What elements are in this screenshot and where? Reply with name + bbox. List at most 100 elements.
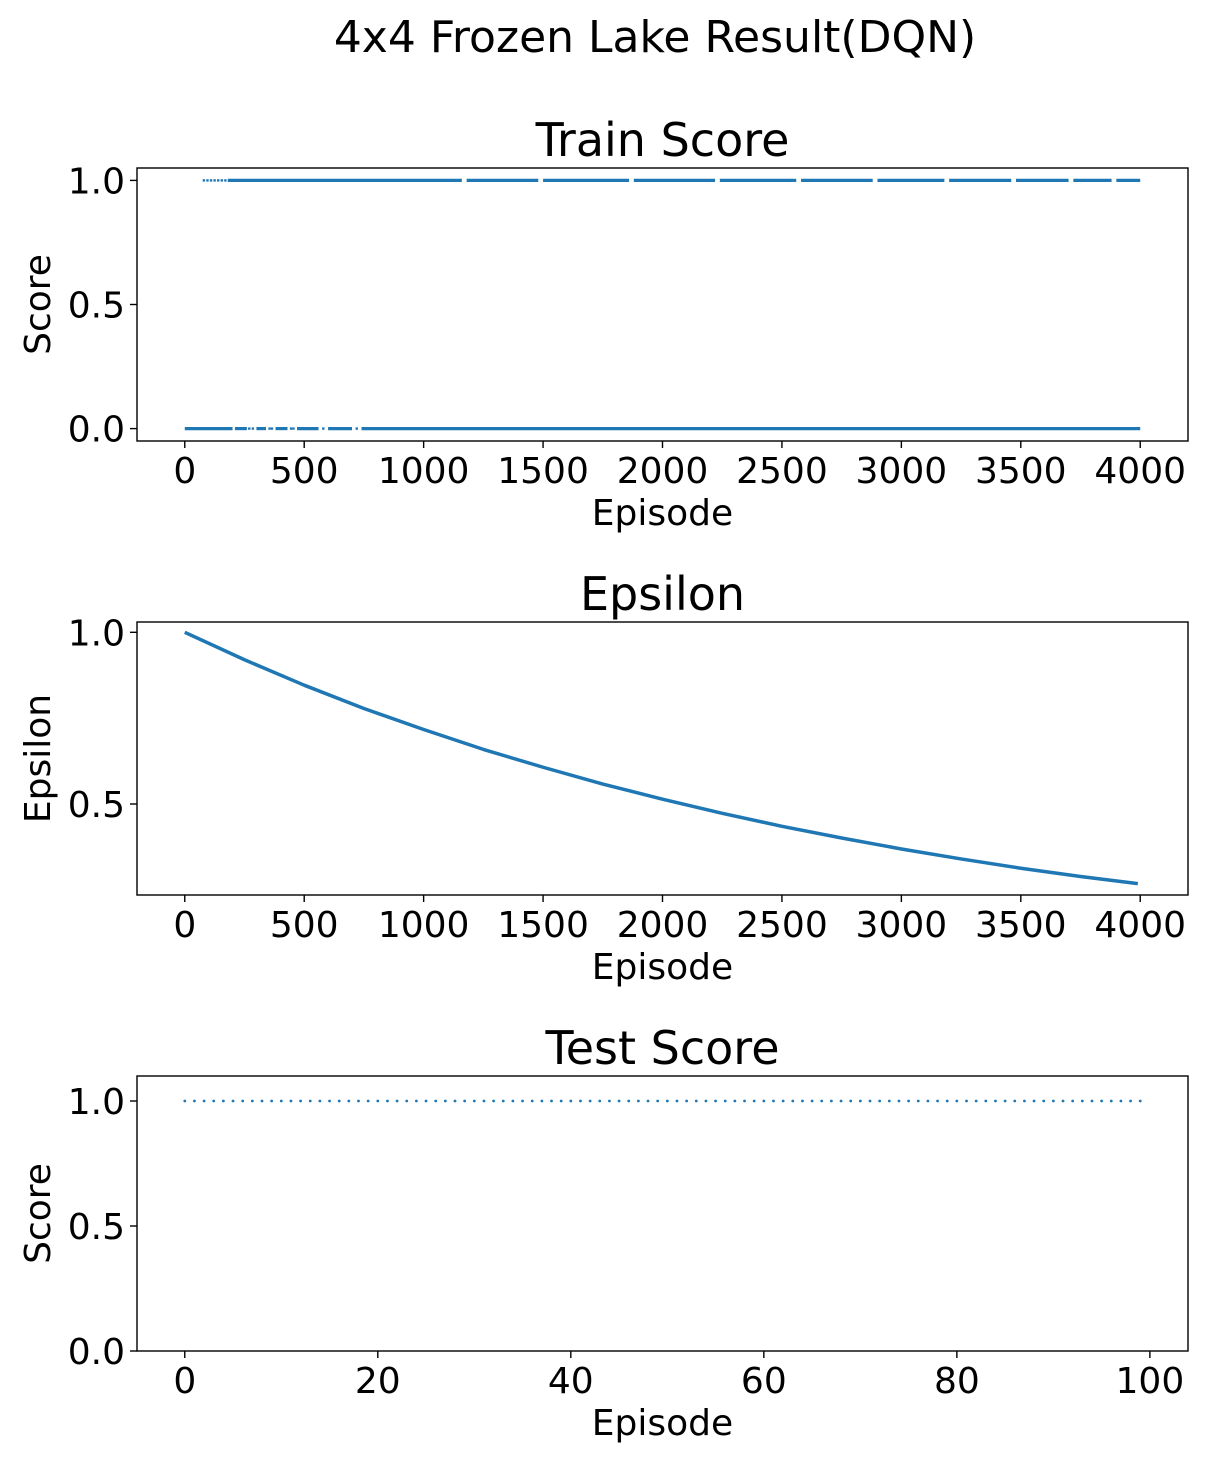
score-point: [224, 179, 227, 182]
test-score-point: [1042, 1099, 1046, 1103]
test-score-point: [530, 1099, 534, 1103]
epsilon-line: [184, 630, 1139, 886]
x-tick-label: 3500: [975, 451, 1067, 492]
test-score-point: [1032, 1099, 1036, 1103]
y-axis-label: Score: [18, 1163, 59, 1264]
test-score-point: [665, 1099, 669, 1103]
test-score-point: [579, 1099, 582, 1103]
test-score-point: [260, 1099, 264, 1103]
test-score-point: [221, 1099, 225, 1103]
test-score-point: [887, 1099, 891, 1103]
test-score-point: [608, 1099, 611, 1103]
test-score-point: [636, 1099, 640, 1103]
test-score-point: [1051, 1099, 1055, 1103]
score-point: [213, 179, 216, 182]
test-score-point: [366, 1099, 370, 1103]
test-score-point: [1100, 1099, 1104, 1103]
test-score-point: [463, 1099, 467, 1103]
test-score-point: [598, 1099, 602, 1103]
x-tick-label: 3000: [856, 905, 948, 946]
test-score-point: [588, 1099, 592, 1103]
score-point: [217, 179, 220, 182]
x-tick-label: 60: [741, 1361, 787, 1402]
score-point: [322, 427, 325, 430]
test-score-point: [1119, 1099, 1123, 1103]
test-score-point: [405, 1099, 409, 1103]
test-score-point: [231, 1099, 235, 1103]
test-score-point: [801, 1099, 804, 1103]
test-score-point: [1138, 1099, 1142, 1103]
test-score-point: [791, 1099, 795, 1103]
y-tick-label: 0.5: [68, 1207, 125, 1248]
x-tick-label: 3000: [856, 451, 948, 492]
test-score-point: [453, 1099, 457, 1103]
score-point: [289, 427, 293, 430]
x-tick-label: 1500: [497, 451, 589, 492]
chart-panel-1: Train Score 0 500 1000 1500 2000 2500 3000 3500 4…: [18, 113, 1189, 534]
x-tick-label: 0: [173, 1361, 196, 1402]
test-score-point: [926, 1099, 930, 1103]
x-tick-label: 2000: [617, 905, 709, 946]
y-tick-label: 1.0: [68, 613, 125, 654]
test-score-point: [617, 1099, 621, 1103]
test-score-point: [1013, 1099, 1017, 1103]
x-tick-label: 80: [934, 1361, 980, 1402]
test-score-point: [386, 1099, 389, 1103]
chart-panel-3: Test Score 0 20 40 60 80 100 0.0 0.5 1.0 Episode Sc…: [18, 1021, 1189, 1444]
chart-panel-2: Epsilon 0 500 1000 1500 2000 2500 3000 3500 4000 0…: [18, 567, 1189, 988]
test-score-point: [472, 1099, 476, 1103]
x-tick-label: 40: [548, 1361, 594, 1402]
plot-area-frame: [136, 1075, 1189, 1352]
test-score-point: [878, 1099, 882, 1103]
y-tick-label: 1.0: [68, 161, 125, 202]
figure-suptitle: 4x4 Frozen Lake Result(DQN): [334, 12, 976, 63]
test-score-point: [337, 1099, 341, 1103]
y-tick-label: 0.5: [68, 785, 125, 826]
test-score-point: [858, 1099, 862, 1103]
test-score-point: [270, 1099, 274, 1103]
test-score-point: [897, 1099, 901, 1103]
score-point: [355, 427, 358, 430]
test-score-point: [328, 1099, 331, 1103]
test-score-point: [685, 1099, 689, 1103]
test-score-point: [202, 1099, 206, 1103]
y-tick-label: 0.0: [68, 410, 125, 451]
test-score-point: [1090, 1099, 1094, 1103]
test-score-point: [492, 1099, 496, 1103]
x-tick-label: 20: [355, 1361, 401, 1402]
test-score-point: [936, 1099, 939, 1103]
test-score-point: [521, 1099, 524, 1103]
score-point: [251, 427, 255, 430]
test-score-point: [1003, 1099, 1007, 1103]
chart-title: Epsilon: [580, 567, 745, 621]
test-score-point: [955, 1099, 959, 1103]
x-tick-label: 1000: [378, 451, 470, 492]
test-score-point: [1129, 1099, 1132, 1103]
test-score-point: [482, 1099, 486, 1103]
x-axis-label: Episode: [592, 1403, 733, 1444]
x-tick-label: 100: [1116, 1361, 1185, 1402]
test-score-point: [308, 1099, 312, 1103]
score-point: [202, 179, 206, 182]
plot-area-frame: [136, 167, 1189, 442]
test-score-point: [279, 1099, 283, 1103]
x-tick-label: 0: [173, 905, 196, 946]
score-point: [268, 427, 271, 430]
test-score-point: [839, 1099, 843, 1103]
test-score-point: [994, 1099, 997, 1103]
score-point: [220, 179, 223, 182]
test-score-point: [1080, 1099, 1084, 1103]
test-score-point: [781, 1099, 785, 1103]
test-score-point: [443, 1099, 447, 1103]
x-axis-label: Episode: [592, 947, 733, 988]
test-score-point: [241, 1099, 245, 1103]
test-score-point: [820, 1099, 824, 1103]
chart-title: Train Score: [535, 113, 790, 167]
score-point: [206, 179, 209, 182]
test-score-point: [250, 1099, 254, 1103]
score-point: [209, 179, 213, 182]
test-score-point: [984, 1099, 988, 1103]
x-tick-label: 2500: [736, 451, 828, 492]
test-score-point: [868, 1099, 872, 1103]
x-tick-label: 500: [270, 451, 339, 492]
